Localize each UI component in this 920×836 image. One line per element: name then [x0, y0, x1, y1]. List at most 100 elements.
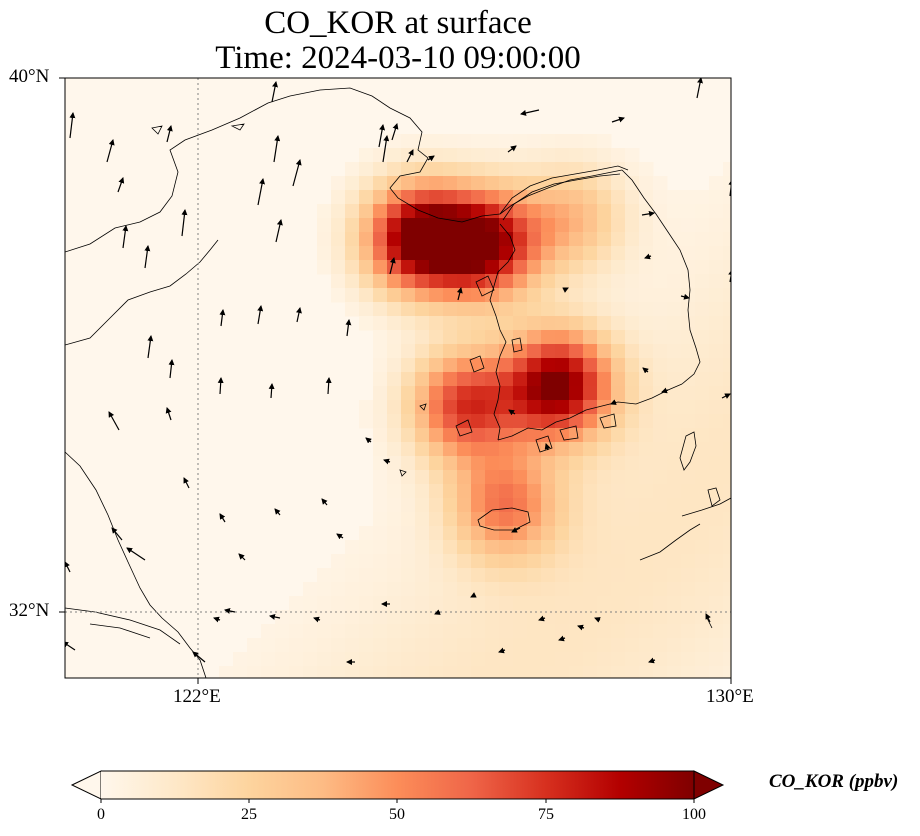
- field-cell: [569, 246, 584, 261]
- field-cell: [583, 400, 598, 415]
- field-cell: [695, 582, 710, 597]
- field-cell: [695, 596, 710, 611]
- field-cell: [373, 568, 388, 583]
- field-cell: [345, 638, 360, 653]
- field-cell: [373, 372, 388, 387]
- field-cell: [345, 610, 360, 625]
- field-cell: [625, 512, 640, 527]
- field-cell: [359, 638, 374, 653]
- field-cell: [359, 624, 374, 639]
- field-cell: [485, 582, 500, 597]
- field-cell: [597, 190, 612, 205]
- field-cell: [709, 414, 724, 429]
- field-cell: [485, 386, 500, 401]
- field-cell: [387, 624, 402, 639]
- field-cell: [667, 666, 682, 678]
- wind-arrow: [470, 592, 477, 598]
- field-cell: [317, 204, 332, 219]
- field-cell: [625, 638, 640, 653]
- field-cell: [583, 358, 598, 373]
- field-cell: [457, 372, 472, 387]
- wind-arrow: [611, 116, 625, 123]
- field-cell: [653, 302, 668, 317]
- wind-arrow: [296, 307, 302, 323]
- field-cell: [583, 526, 598, 541]
- field-cell: [527, 218, 542, 233]
- field-cell: [345, 246, 360, 261]
- field-cell: [625, 302, 640, 317]
- field-cell: [681, 666, 696, 678]
- field-cell: [639, 218, 654, 233]
- wind-arrow: [456, 287, 463, 301]
- field-cell: [331, 176, 346, 191]
- field-cell: [499, 624, 514, 639]
- field-cell: [625, 526, 640, 541]
- field-cell: [429, 512, 444, 527]
- field-cell: [695, 372, 710, 387]
- field-cell: [429, 288, 444, 303]
- field-cell: [555, 288, 570, 303]
- field-cell: [303, 596, 318, 611]
- field-cell: [653, 400, 668, 415]
- field-cell: [499, 288, 514, 303]
- field-cell: [443, 316, 458, 331]
- field-cell: [597, 456, 612, 471]
- field-cell: [583, 232, 598, 247]
- field-cell: [485, 246, 500, 261]
- field-cell: [387, 400, 402, 415]
- field-cell: [597, 596, 612, 611]
- field-cell: [513, 540, 528, 555]
- field-cell: [695, 344, 710, 359]
- field-cell: [625, 400, 640, 415]
- field-cell: [653, 484, 668, 499]
- wind-arrow: [271, 81, 278, 103]
- field-cell: [429, 204, 444, 219]
- field-cell: [583, 330, 598, 345]
- field-cell: [401, 274, 416, 289]
- field-cell: [415, 176, 430, 191]
- field-cell: [667, 344, 682, 359]
- field-cell: [485, 190, 500, 205]
- field-cell: [219, 666, 234, 678]
- field-cell: [387, 568, 402, 583]
- wind-arrow: [168, 359, 175, 379]
- field-cell: [485, 358, 500, 373]
- field-cell: [513, 204, 528, 219]
- field-cell: [387, 274, 402, 289]
- field-cell: [527, 148, 542, 163]
- colorbar-tick-25: 25: [241, 806, 257, 823]
- field-cell: [709, 232, 724, 247]
- field-cell: [331, 624, 346, 639]
- field-cell: [387, 260, 402, 275]
- field-cell: [625, 162, 640, 177]
- field-cell: [401, 582, 416, 597]
- field-cell: [373, 652, 388, 667]
- field-cell: [499, 344, 514, 359]
- field-cell: [667, 540, 682, 555]
- field-cell: [471, 316, 486, 331]
- field-cell: [681, 218, 696, 233]
- field-cell: [401, 400, 416, 415]
- field-cell: [639, 596, 654, 611]
- field-cell: [583, 442, 598, 457]
- field-cell: [583, 554, 598, 569]
- field-cell: [709, 568, 724, 583]
- field-cell: [639, 652, 654, 667]
- field-cell: [471, 610, 486, 625]
- field-cell: [471, 190, 486, 205]
- field-cell: [541, 652, 556, 667]
- field-cell: [681, 470, 696, 485]
- field-cell: [611, 204, 626, 219]
- field-cell: [429, 568, 444, 583]
- field-cell: [555, 610, 570, 625]
- field-cell: [429, 484, 444, 499]
- field-cell: [457, 204, 472, 219]
- field-cell: [681, 582, 696, 597]
- field-cell: [681, 358, 696, 373]
- field-cell: [681, 442, 696, 457]
- field-cell: [653, 498, 668, 513]
- field-cell: [541, 554, 556, 569]
- field-cell: [401, 330, 416, 345]
- field-cell: [373, 596, 388, 611]
- field-cell: [485, 330, 500, 345]
